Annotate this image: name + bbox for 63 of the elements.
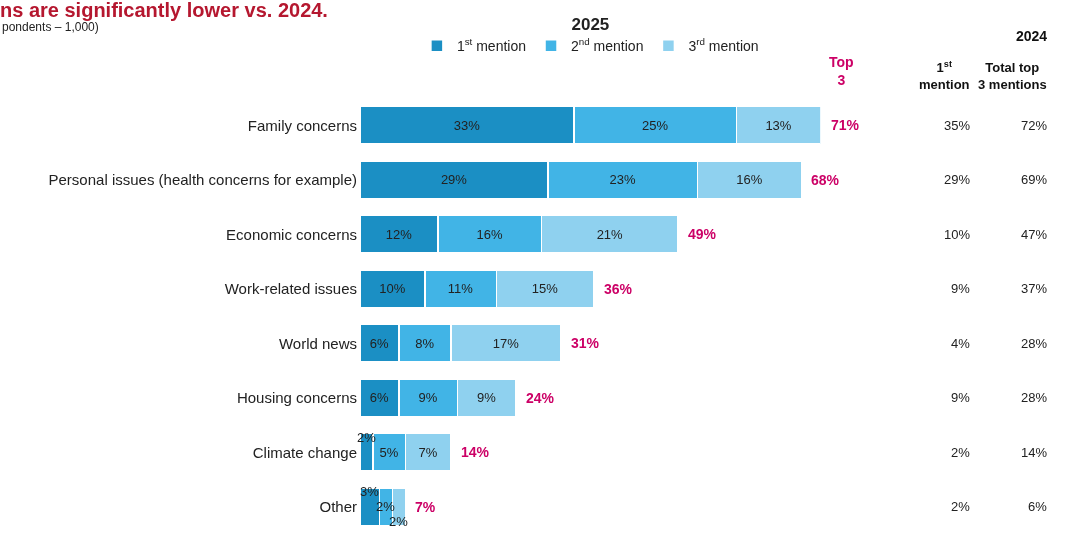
total-label: 36% [604, 281, 633, 297]
text: 6% [1028, 499, 1048, 514]
text: 10% [944, 227, 971, 242]
data-label: 6% [369, 390, 390, 406]
data-label: 2% [389, 514, 409, 529]
text: 2% [951, 445, 971, 460]
data-label: 10% [379, 281, 406, 297]
data-label: 25% [642, 117, 669, 133]
legend-label: 3$^{rd}$ mention [688, 36, 759, 55]
text: 29% [944, 172, 971, 187]
text: pondents – 1,000) [2, 20, 99, 34]
text: 28% [1021, 390, 1048, 405]
data-label: 8% [415, 335, 435, 351]
y-tick-label: Economic concerns [226, 225, 357, 243]
data-label: 5% [379, 444, 399, 460]
y-tick-label: Other [319, 498, 357, 515]
data-label: 9% [476, 390, 497, 406]
data-label: 9% [418, 390, 438, 406]
text: 9% [951, 390, 971, 405]
text: ns are significantly lower vs. 2024. [0, 0, 328, 21]
data-label: 16% [736, 172, 763, 188]
data-label: 6% [369, 335, 390, 351]
data-label: 12% [385, 226, 413, 242]
y-tick-label: Family concerns [247, 116, 357, 134]
data-label: 17% [492, 335, 520, 351]
y-tick-label: Housing concerns [236, 389, 357, 406]
text: Top 3 [829, 54, 854, 89]
total-label: 49% [688, 226, 717, 242]
text: 2024 [1016, 28, 1048, 44]
text: 2% [951, 499, 971, 514]
text: 37% [1021, 281, 1048, 296]
data-label: 33% [453, 117, 481, 133]
total-label: 31% [571, 335, 600, 351]
text: 35% [944, 118, 971, 133]
text: 1$^{st}$ mention [919, 59, 970, 93]
text: 69% [1021, 172, 1048, 187]
text: 9% [951, 281, 971, 296]
data-label: 21% [596, 226, 624, 242]
text: 47% [1021, 227, 1048, 242]
data-label: 23% [609, 172, 637, 188]
text: 72% [1021, 118, 1048, 133]
legend-label: 2$^{nd}$ mention [571, 36, 644, 55]
data-label: 29% [440, 172, 468, 188]
total-label: 7% [415, 499, 436, 515]
text: 4% [951, 336, 971, 351]
legend-label: 1$^{st}$ mention [456, 36, 527, 55]
y-tick-label: Work-related issues [224, 280, 357, 297]
data-label: 11% [447, 281, 474, 297]
y-tick-label: World news [278, 334, 357, 352]
y-tick-label: Climate change [252, 443, 357, 461]
data-label: 16% [476, 226, 504, 242]
legend-title: 2025 [571, 15, 610, 35]
data-label: 15% [531, 281, 559, 297]
total-label: 14% [461, 444, 490, 460]
total-label: 24% [526, 390, 555, 406]
total-label: 71% [831, 117, 860, 133]
text: 28% [1021, 336, 1048, 351]
total-label: 68% [811, 172, 840, 188]
y-tick-label: Personal issues (health concerns for example) [48, 171, 357, 188]
data-label: 13% [765, 117, 792, 133]
data-label: 7% [418, 444, 438, 460]
text: Total top 3 mentions [978, 60, 1047, 92]
text: 14% [1021, 445, 1048, 460]
